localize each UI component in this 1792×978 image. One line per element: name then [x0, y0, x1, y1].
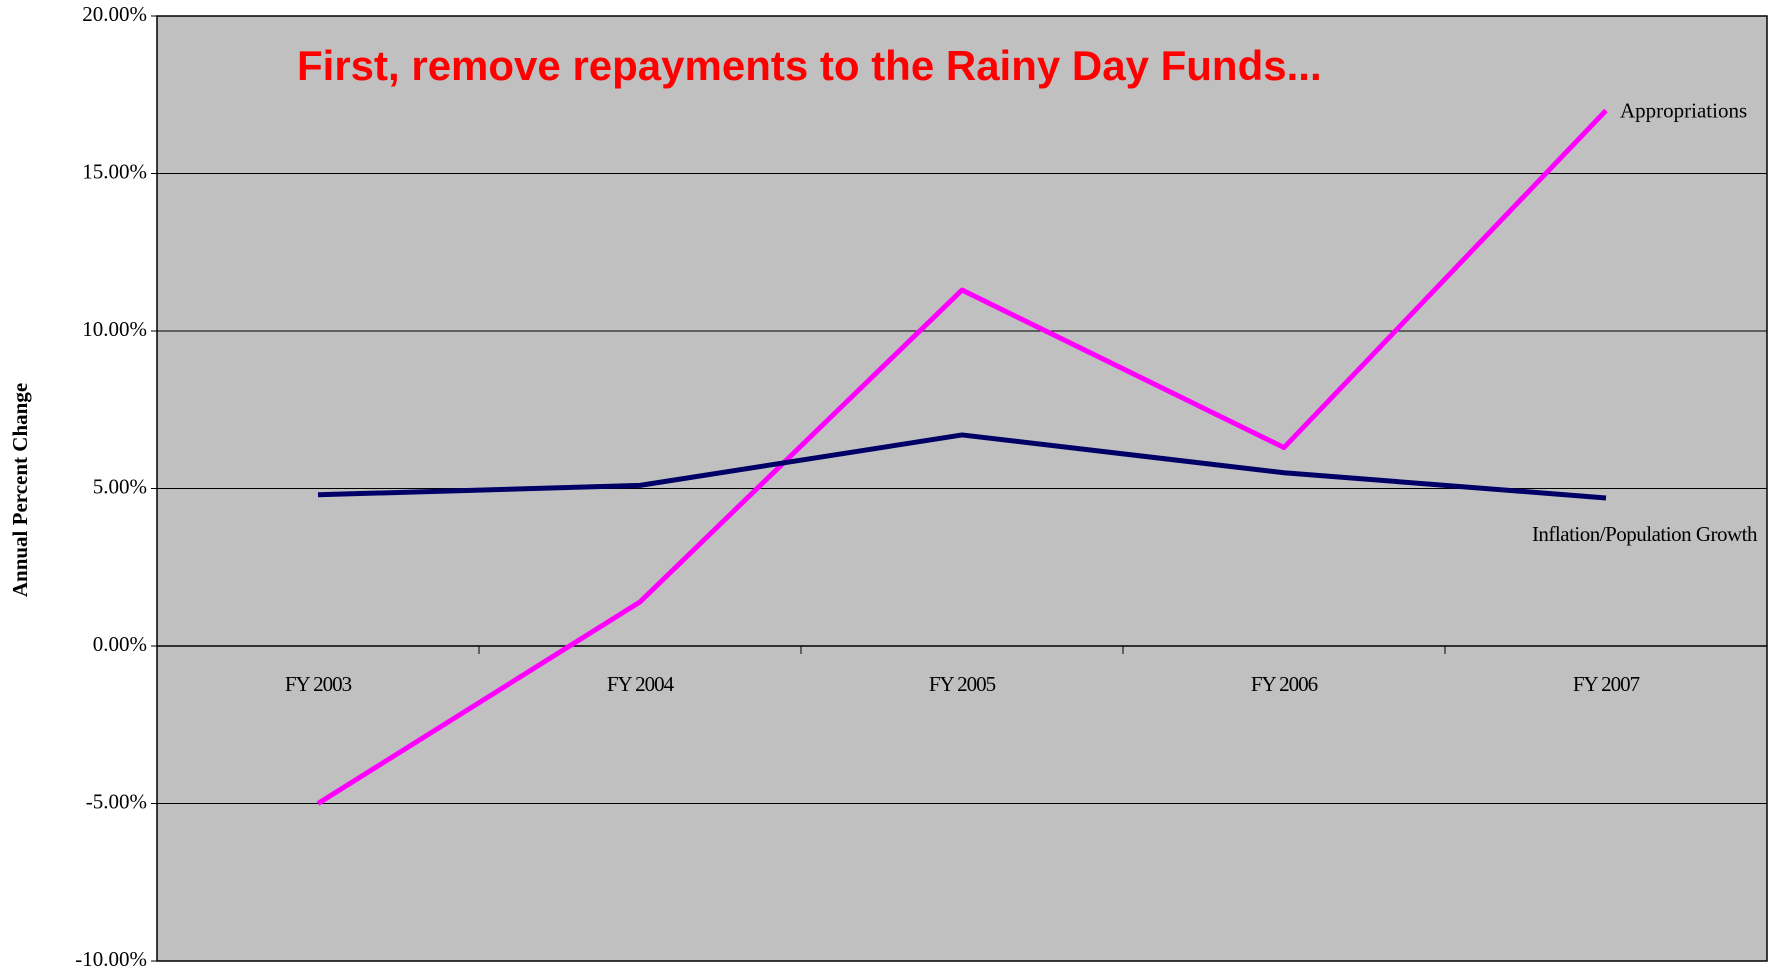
x-tick-label: FY 2007 — [1573, 672, 1640, 696]
x-tick-label: FY 2004 — [607, 672, 675, 696]
series-label: Appropriations — [1620, 98, 1747, 122]
y-axis-label: Annual Percent Change — [8, 383, 32, 597]
series-label: Inflation/Population Growth — [1532, 522, 1758, 546]
x-tick-label: FY 2005 — [929, 672, 996, 696]
chart-title: First, remove repayments to the Rainy Da… — [297, 42, 1322, 89]
y-tick-label: 20.00% — [82, 2, 147, 26]
y-tick-label: -10.00% — [75, 947, 147, 971]
series-line — [317, 432, 1607, 501]
y-tick-label: 0.00% — [93, 632, 147, 656]
y-tick-label: 15.00% — [82, 159, 147, 183]
x-tick-label: FY 2006 — [1251, 672, 1318, 696]
y-tick-label: 10.00% — [82, 317, 147, 341]
y-tick-label: 5.00% — [93, 474, 147, 498]
y-tick-label: -5.00% — [86, 789, 147, 813]
series-line — [316, 108, 1608, 806]
x-tick-label: FY 2003 — [285, 672, 352, 696]
